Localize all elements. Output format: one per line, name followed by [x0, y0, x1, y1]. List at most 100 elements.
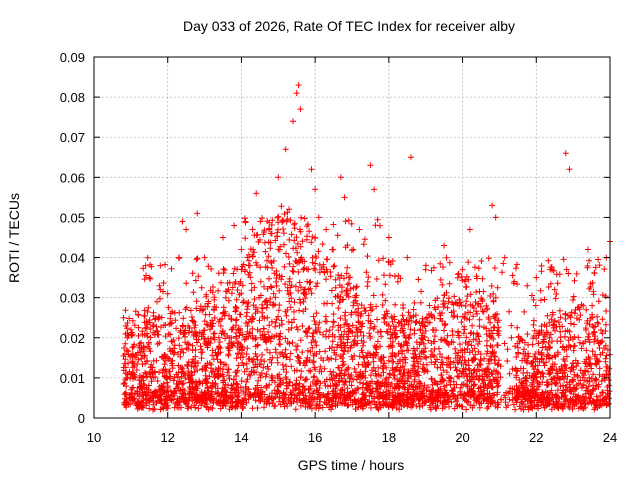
data-point — [490, 324, 497, 330]
data-point — [557, 328, 564, 335]
data-point — [535, 368, 542, 375]
data-point — [446, 259, 453, 266]
data-point — [155, 313, 162, 320]
data-point — [359, 323, 366, 330]
data-point — [257, 374, 264, 381]
data-point — [147, 275, 154, 282]
data-point — [149, 370, 156, 377]
data-point — [225, 297, 232, 304]
data-point — [360, 354, 367, 361]
data-point — [300, 360, 307, 367]
data-point — [194, 392, 201, 399]
data-point — [336, 282, 343, 289]
data-point — [463, 298, 470, 305]
data-point — [481, 355, 488, 362]
data-point — [466, 338, 473, 345]
data-point — [280, 390, 287, 397]
data-point — [535, 405, 542, 412]
data-point — [141, 388, 148, 395]
data-point — [265, 329, 272, 335]
data-point — [329, 338, 336, 345]
data-point — [189, 398, 196, 404]
data-point — [413, 318, 420, 325]
data-point — [306, 228, 313, 235]
data-point — [132, 308, 139, 315]
data-point — [562, 311, 569, 318]
data-point — [582, 327, 589, 333]
data-point — [287, 284, 294, 291]
data-point — [458, 360, 465, 367]
data-point — [299, 389, 306, 396]
data-point — [252, 386, 259, 393]
data-point — [594, 359, 601, 366]
data-point — [229, 326, 236, 332]
data-point — [494, 378, 501, 385]
data-point — [120, 364, 127, 371]
data-point — [445, 341, 452, 348]
data-point — [252, 336, 259, 343]
data-point — [365, 312, 372, 319]
data-point — [462, 361, 469, 368]
data-point — [164, 379, 171, 386]
data-point — [573, 315, 580, 322]
data-point — [514, 367, 521, 374]
data-point — [398, 403, 405, 409]
data-point — [198, 346, 205, 353]
data-point — [478, 388, 485, 395]
data-point — [324, 383, 331, 390]
data-point — [294, 249, 301, 256]
data-point — [405, 386, 412, 393]
data-point — [504, 358, 511, 364]
data-point — [549, 309, 556, 316]
data-point — [525, 350, 531, 357]
data-point — [357, 379, 363, 386]
data-point — [256, 317, 263, 324]
data-point — [417, 327, 424, 334]
data-point — [261, 398, 268, 405]
data-point — [501, 392, 508, 399]
data-point — [211, 303, 218, 310]
data-point — [421, 369, 428, 376]
data-point — [395, 319, 402, 326]
data-point — [187, 375, 194, 381]
data-point — [330, 246, 337, 253]
data-point — [454, 313, 461, 320]
data-point — [476, 316, 483, 323]
data-point — [286, 278, 293, 285]
data-point — [467, 330, 474, 337]
data-point — [557, 376, 563, 383]
data-point — [246, 262, 253, 269]
data-point — [243, 351, 250, 358]
data-point — [298, 368, 305, 375]
data-point — [367, 301, 374, 308]
data-point — [479, 308, 486, 315]
data-point — [345, 217, 352, 224]
data-point — [193, 339, 200, 346]
data-point — [301, 291, 308, 298]
data-point — [219, 310, 226, 317]
data-point — [323, 328, 330, 335]
data-point — [440, 367, 447, 374]
data-point — [550, 324, 557, 331]
data-point — [294, 240, 301, 247]
data-point — [458, 392, 465, 399]
data-point — [328, 371, 335, 378]
data-point — [183, 345, 190, 352]
data-point — [200, 327, 207, 334]
data-point — [422, 398, 429, 405]
data-point — [595, 298, 602, 305]
data-point — [167, 315, 174, 322]
data-point — [292, 387, 298, 394]
data-point — [124, 334, 131, 341]
data-point — [246, 269, 253, 276]
data-point — [379, 302, 386, 308]
data-point — [220, 373, 227, 380]
data-point — [390, 323, 397, 330]
data-point — [388, 342, 395, 349]
data-point — [329, 331, 336, 338]
data-point — [347, 345, 354, 351]
data-point — [452, 345, 459, 352]
data-point — [283, 312, 290, 319]
data-point — [151, 406, 158, 412]
x-tick-label: 12 — [160, 430, 174, 445]
